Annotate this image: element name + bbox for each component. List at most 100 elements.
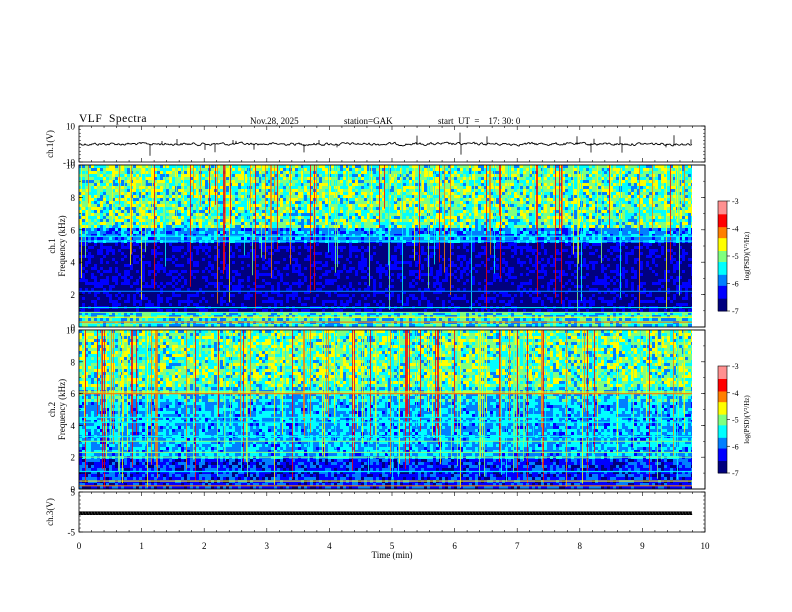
spectro-cell (256, 177, 259, 180)
spectro-cell (88, 300, 91, 303)
spectro-cell (253, 204, 256, 207)
spectro-cell (319, 258, 322, 261)
spectro-cell (316, 210, 319, 213)
spectro-cell (163, 258, 166, 261)
spectro-cell (253, 294, 256, 297)
spectro-cell (262, 303, 265, 306)
spectro-cell (130, 282, 133, 285)
spectro-cell (190, 252, 193, 255)
spectro-cell (310, 222, 313, 225)
spectro-cell (178, 165, 181, 168)
spectro-cell (247, 282, 250, 285)
spectro-cell (319, 180, 322, 183)
spectro-cell (121, 228, 124, 231)
spectro-cell (169, 201, 172, 204)
spectro-cell (148, 207, 151, 210)
spectro-cell (220, 207, 223, 210)
spectro-cell (259, 177, 262, 180)
spectro-cell (310, 180, 313, 183)
spectro-cell (151, 294, 154, 297)
spectro-cell (148, 213, 151, 216)
spectro-cell (250, 282, 253, 285)
spectro-cell (232, 213, 235, 216)
spectro-cell (145, 270, 148, 273)
spectro-cell (295, 285, 298, 288)
spectro-cell (115, 324, 118, 327)
spectro-cell (115, 216, 118, 219)
spectro-cell (118, 246, 121, 249)
spectro-cell (271, 186, 274, 189)
spectro-cell (298, 258, 301, 261)
spectro-cell (94, 261, 97, 264)
spectro-cell (307, 234, 310, 237)
spectro-cell (190, 318, 193, 321)
spectro-cell (286, 270, 289, 273)
spectro-cell (205, 273, 208, 276)
spectro-cell (310, 285, 313, 288)
spectro-cell (178, 255, 181, 258)
spectro-cell (172, 312, 175, 315)
spectro-cell (292, 219, 295, 222)
spectro-cell (124, 276, 127, 279)
spectro-cell (307, 195, 310, 198)
spectro-cell (226, 255, 229, 258)
spectro-cell (172, 276, 175, 279)
spectro-cell (205, 291, 208, 294)
spectro-cell (115, 297, 118, 300)
spectro-cell (283, 174, 286, 177)
spectro-cell (112, 195, 115, 198)
spectro-cell (196, 186, 199, 189)
spectro-cell (91, 195, 94, 198)
spectro-cell (205, 171, 208, 174)
spectro-cell (94, 300, 97, 303)
spectro-cell (166, 174, 169, 177)
spectro-cell (241, 207, 244, 210)
spectro-cell (127, 249, 130, 252)
spectro-cell (91, 276, 94, 279)
spectro-cell (286, 324, 289, 327)
spectro-cell (115, 186, 118, 189)
spectro-cell (301, 210, 304, 213)
spectro-cell (133, 234, 136, 237)
spectro-cell (247, 234, 250, 237)
spectro-cell (211, 222, 214, 225)
spectro-cell (121, 315, 124, 318)
spectro-cell (262, 165, 265, 168)
spectro-cell (232, 174, 235, 177)
spectro-cell (157, 201, 160, 204)
spectro-cell (220, 249, 223, 252)
spectro-cell (130, 288, 133, 291)
spectro-cell (202, 216, 205, 219)
spectro-cell (235, 222, 238, 225)
spectro-cell (106, 201, 109, 204)
spectro-cell (256, 210, 259, 213)
spectro-cell (214, 291, 217, 294)
spectro-cell (286, 171, 289, 174)
spectro-cell (97, 210, 100, 213)
spectro-cell (97, 180, 100, 183)
spectro-cell (190, 297, 193, 300)
spectro-cell (331, 303, 334, 306)
spectro-cell (295, 180, 298, 183)
spectro-cell (268, 249, 271, 252)
spectro-cell (319, 246, 322, 249)
spectro-cell (214, 222, 217, 225)
spectro-cell (244, 297, 247, 300)
spectro-cell (280, 288, 283, 291)
spectro-cell (79, 309, 82, 312)
spectro-cell (250, 249, 253, 252)
spectro-cell (196, 291, 199, 294)
spectro-cell (85, 267, 88, 270)
spectro-cell (148, 309, 151, 312)
spectro-cell (124, 225, 127, 228)
spectro-cell (265, 315, 268, 318)
spectro-cell (106, 273, 109, 276)
spectro-cell (235, 180, 238, 183)
spectro-cell (187, 213, 190, 216)
spectro-cell (328, 234, 331, 237)
spectro-cell (268, 318, 271, 321)
spectro-cell (199, 228, 202, 231)
spectro-cell (340, 258, 343, 261)
spectro-cell (142, 297, 145, 300)
spectro-cell (124, 195, 127, 198)
